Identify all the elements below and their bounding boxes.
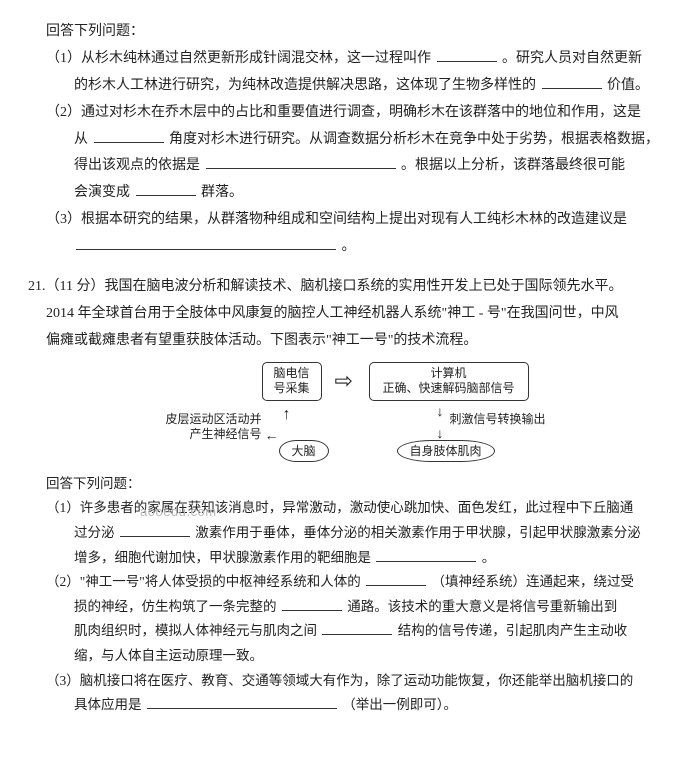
s2q3-b: 具体应用是	[74, 697, 142, 712]
blank-s2q2-2[interactable]	[282, 597, 342, 611]
exam-page: 回答下列问题： （1）从杉木纯林通过自然更新形成针阔混交林，这一过程叫作 。研究…	[0, 0, 693, 728]
arrow-up-icon: ↑	[283, 400, 291, 430]
box-brain-signal: 脑电信 号采集	[262, 362, 322, 401]
blank-q1-1[interactable]	[437, 48, 497, 62]
q2-text-g: 群落。	[201, 185, 243, 200]
oval-left-text: 大脑	[292, 444, 316, 458]
q21-subquestions: 回答下列问题： （1）许多患者的家属在获知该消息时，异常激动，激动使心跳加快、面…	[28, 472, 665, 717]
arrow-icon: ⇨	[335, 370, 353, 392]
q3-text-a: （3）根据本研究的结果，从群落物种组成和空间结构上提出对现有人工纯杉木林的改造建…	[46, 212, 627, 227]
q3-line1: （3）根据本研究的结果，从群落物种组成和空间结构上提出对现有人工纯杉木林的改造建…	[28, 207, 665, 233]
box1-l1: 脑电信	[269, 366, 315, 382]
label-left-l2: 产生神经信号	[142, 427, 262, 443]
q21-head: 21.（11 分）我国在脑电波分析和解读技术、脑机接口系统的实用性开发上已处于国…	[28, 274, 665, 300]
watermark-text: aooedu.com	[140, 500, 217, 524]
section1-opening: 回答下列问题：	[28, 19, 665, 45]
blank-q2-3[interactable]	[136, 182, 196, 196]
oval-brain: 大脑	[279, 440, 329, 463]
q2-text-c: 角度对杉木进行研究。从调查数据分析杉木在竞争中处于劣势，根据表格数据，	[169, 132, 659, 147]
q21-l3: 偏瘫或截瘫患者有望重获肢体活动。下图表示"神工一号"的技术流程。	[28, 328, 665, 354]
blank-s2q1-2[interactable]	[376, 548, 476, 562]
q21-l2: 2014 年全球首台用于全肢体中风康复的脑控人工神经机器人系统"神工 - 号"在…	[28, 301, 665, 327]
flow-diagram: 脑电信 号采集 ⇨ 计算机 正确、快速解码脑部信号 皮层运动区活动并 产生神经信…	[87, 360, 607, 470]
q2-line1: （2）通过对杉木在乔木层中的占比和重要值进行调查，明确杉木在该群落中的地位和作用…	[28, 100, 665, 126]
s2q2-c: 损的神经，仿生构筑了一条完整的	[74, 599, 277, 614]
s2q1-c: 激素作用于垂体，垂体分泌的相关激素作用于甲状腺，引起甲状腺激素分泌	[195, 525, 641, 540]
q2-text-e: 。根据以上分析，该群落最终很可能	[401, 158, 625, 173]
s2q1-e: 。	[482, 550, 496, 565]
s2q2-a: （2）"神工一号"将人体受损的中枢神经系统和人体的	[46, 574, 361, 589]
blank-q1-2[interactable]	[542, 75, 602, 89]
q3-text-b: 。	[342, 239, 356, 254]
s2q1-l3: 增多，细胞代谢加快，甲状腺激素作用的靶细胞是 。	[28, 546, 665, 570]
q1-text-a: （1）从杉木纯林通过自然更新形成针阔混交林，这一过程叫作	[46, 51, 431, 66]
arrow-left-icon: ←	[265, 424, 279, 450]
box-computer: 计算机 正确、快速解码脑部信号	[369, 362, 529, 401]
s2q1-b: 过分泌	[74, 525, 115, 540]
blank-s2q2-1[interactable]	[366, 573, 426, 587]
s2q2-f: 结构的信号传递，引起肌肉产生主动收	[398, 623, 628, 638]
blank-s2q3-1[interactable]	[147, 696, 337, 710]
blank-q2-2[interactable]	[206, 155, 396, 169]
s2q3-c: （举出一例即可）。	[342, 697, 457, 712]
box2-l2: 正确、快速解码脑部信号	[376, 381, 522, 397]
oval-right-text: 自身肢体肌肉	[410, 444, 482, 458]
s2q2-l1: （2）"神工一号"将人体受损的中枢神经系统和人体的 （填神经系统）连通起来，绕过…	[28, 570, 665, 594]
blank-s2q2-3[interactable]	[322, 622, 392, 636]
question-21: 21.（11 分）我国在脑电波分析和解读技术、脑机接口系统的实用性开发上已处于国…	[28, 274, 665, 717]
s2q2-l3: 肌肉组织时，模拟人体神经元与肌肉之间 结构的信号传递，引起肌肉产生主动收	[28, 619, 665, 643]
q2-line4: 会演变成 群落。	[28, 180, 665, 206]
q1-text-b: 。研究人员对自然更新	[502, 51, 642, 66]
q1-line2: 的杉木人工林进行研究，为纯林改造提供解决思路，这体现了生物多样性的 价值。	[28, 73, 665, 99]
label-left-l1: 皮层运动区活动并	[142, 412, 262, 428]
box1-l2: 号采集	[269, 381, 315, 397]
q2-text-a: （2）通过对杉木在乔木层中的占比和重要值进行调查，明确杉木在该群落中的地位和作用…	[46, 105, 641, 120]
blank-q2-1[interactable]	[94, 129, 164, 143]
q2-text-f: 会演变成	[74, 185, 130, 200]
s2q2-l4: 缩，与人体自主运动原理一致。	[28, 644, 665, 668]
label-cortex: 皮层运动区活动并 产生神经信号	[142, 412, 262, 443]
blank-q3-1[interactable]	[76, 236, 336, 250]
oval-muscle: 自身肢体肌肉	[397, 440, 495, 463]
s2q3-l2: 具体应用是 （举出一例即可）。	[28, 693, 665, 717]
s2q2-e: 肌肉组织时，模拟人体神经元与肌肉之间	[74, 623, 317, 638]
s2q2-b: （填神经系统）连通起来，绕过受	[432, 574, 635, 589]
s2q2-d: 通路。该技术的重大意义是将信号重新输出到	[347, 599, 617, 614]
s2q2-l2: 损的神经，仿生构筑了一条完整的 通路。该技术的重大意义是将信号重新输出到	[28, 595, 665, 619]
q21-head-text: 21.（11 分）我国在脑电波分析和解读技术、脑机接口系统的实用性开发上已处于国…	[28, 279, 622, 294]
q2-text-b: 从	[74, 132, 88, 147]
s2q1-l1: （1）许多患者的家属在获知该消息时，异常激动，激动使心跳加快、面色发红，此过程中…	[28, 496, 665, 520]
label-stimulus: 刺激信号转换输出	[450, 412, 560, 428]
q2-line2: 从 角度对杉木进行研究。从调查数据分析杉木在竞争中处于劣势，根据表格数据，	[28, 127, 665, 153]
section2-opening: 回答下列问题：	[28, 472, 665, 496]
blank-s2q1-1[interactable]	[120, 523, 190, 537]
q2-line3: 得出该观点的依据是 。根据以上分析，该群落最终很可能	[28, 153, 665, 179]
q2-text-d: 得出该观点的依据是	[74, 158, 200, 173]
q3-line2: 。	[28, 234, 665, 260]
s2q1-l2: 过分泌 激素作用于垂体，垂体分泌的相关激素作用于甲状腺，引起甲状腺激素分泌	[28, 521, 665, 545]
s2q3-l1: （3）脑机接口将在医疗、教育、交通等领域大有作为，除了运动功能恢复，你还能举出脑…	[28, 669, 665, 693]
q1-text-d: 价值。	[607, 78, 649, 93]
box2-l1: 计算机	[376, 366, 522, 382]
s2q1-d: 增多，细胞代谢加快，甲状腺激素作用的靶细胞是	[74, 550, 371, 565]
q1-line1: （1）从杉木纯林通过自然更新形成针阔混交林，这一过程叫作 。研究人员对自然更新	[28, 46, 665, 72]
q1-text-c: 的杉木人工林进行研究，为纯林改造提供解决思路，这体现了生物多样性的	[74, 78, 536, 93]
